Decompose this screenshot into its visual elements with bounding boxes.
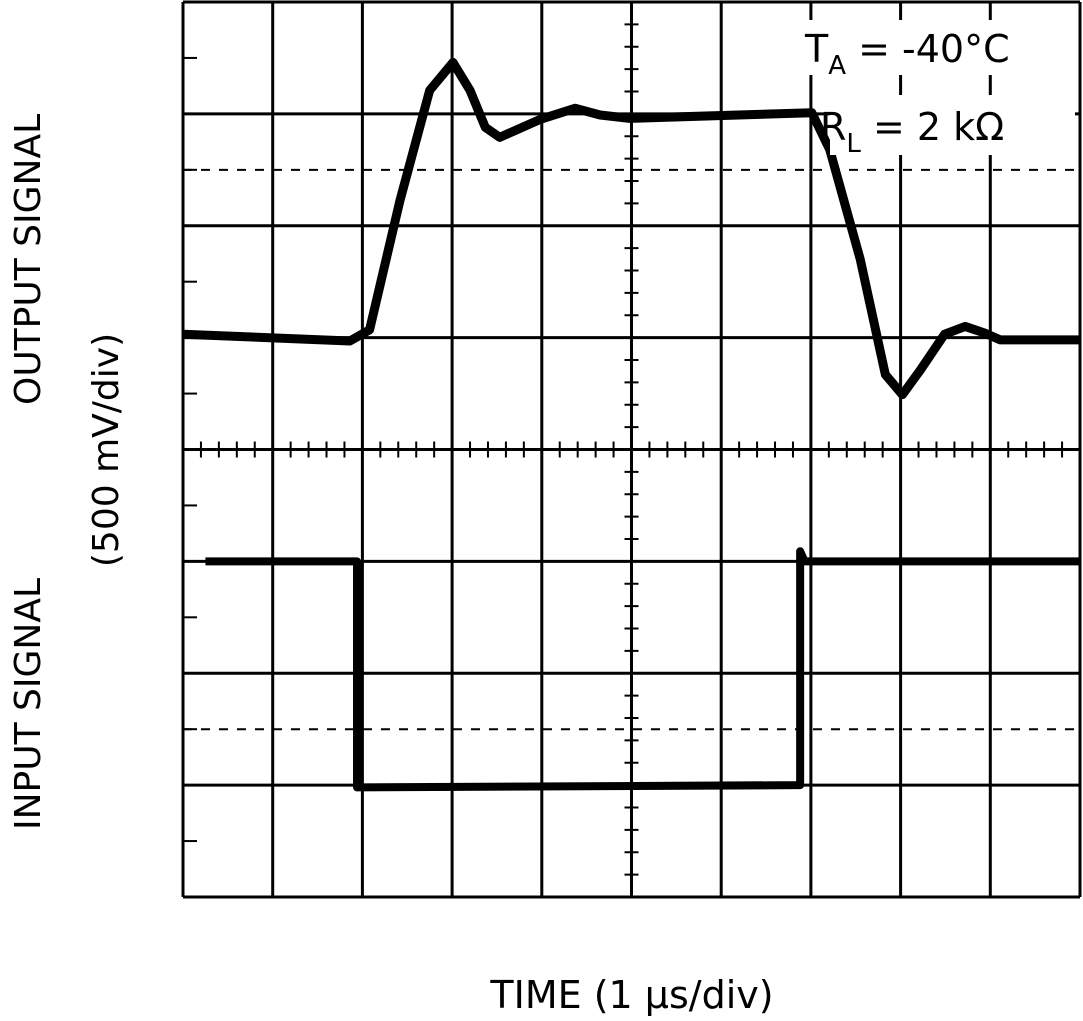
svg-text:RL = 2 kΩ: RL = 2 kΩ: [820, 105, 1004, 159]
annotation-rl-rest: = 2 kΩ: [861, 105, 1004, 149]
annotation-rl-sub: L: [846, 129, 861, 159]
output-signal-trace: [182, 57, 1080, 400]
traces: [182, 57, 1080, 792]
annotation-ta-sub: A: [828, 51, 846, 81]
annotation-ta-rest: = -40°C: [846, 27, 1010, 71]
annotation-ta: TA = -40°C: [795, 20, 1075, 81]
svg-text:TA = -40°C: TA = -40°C: [804, 27, 1010, 81]
annotation-rl: RL = 2 kΩ: [820, 95, 1075, 159]
annotation-ta-main: T: [804, 27, 829, 71]
x-axis-label: TIME (1 µs/div): [489, 973, 773, 1017]
annotation-rl-main: R: [820, 105, 846, 149]
y-label-scale: (500 mV/div): [86, 333, 127, 567]
input-signal-trace: [205, 547, 1080, 792]
y-label-output: OUTPUT SIGNAL: [8, 114, 49, 405]
y-label-input: INPUT SIGNAL: [8, 578, 49, 830]
